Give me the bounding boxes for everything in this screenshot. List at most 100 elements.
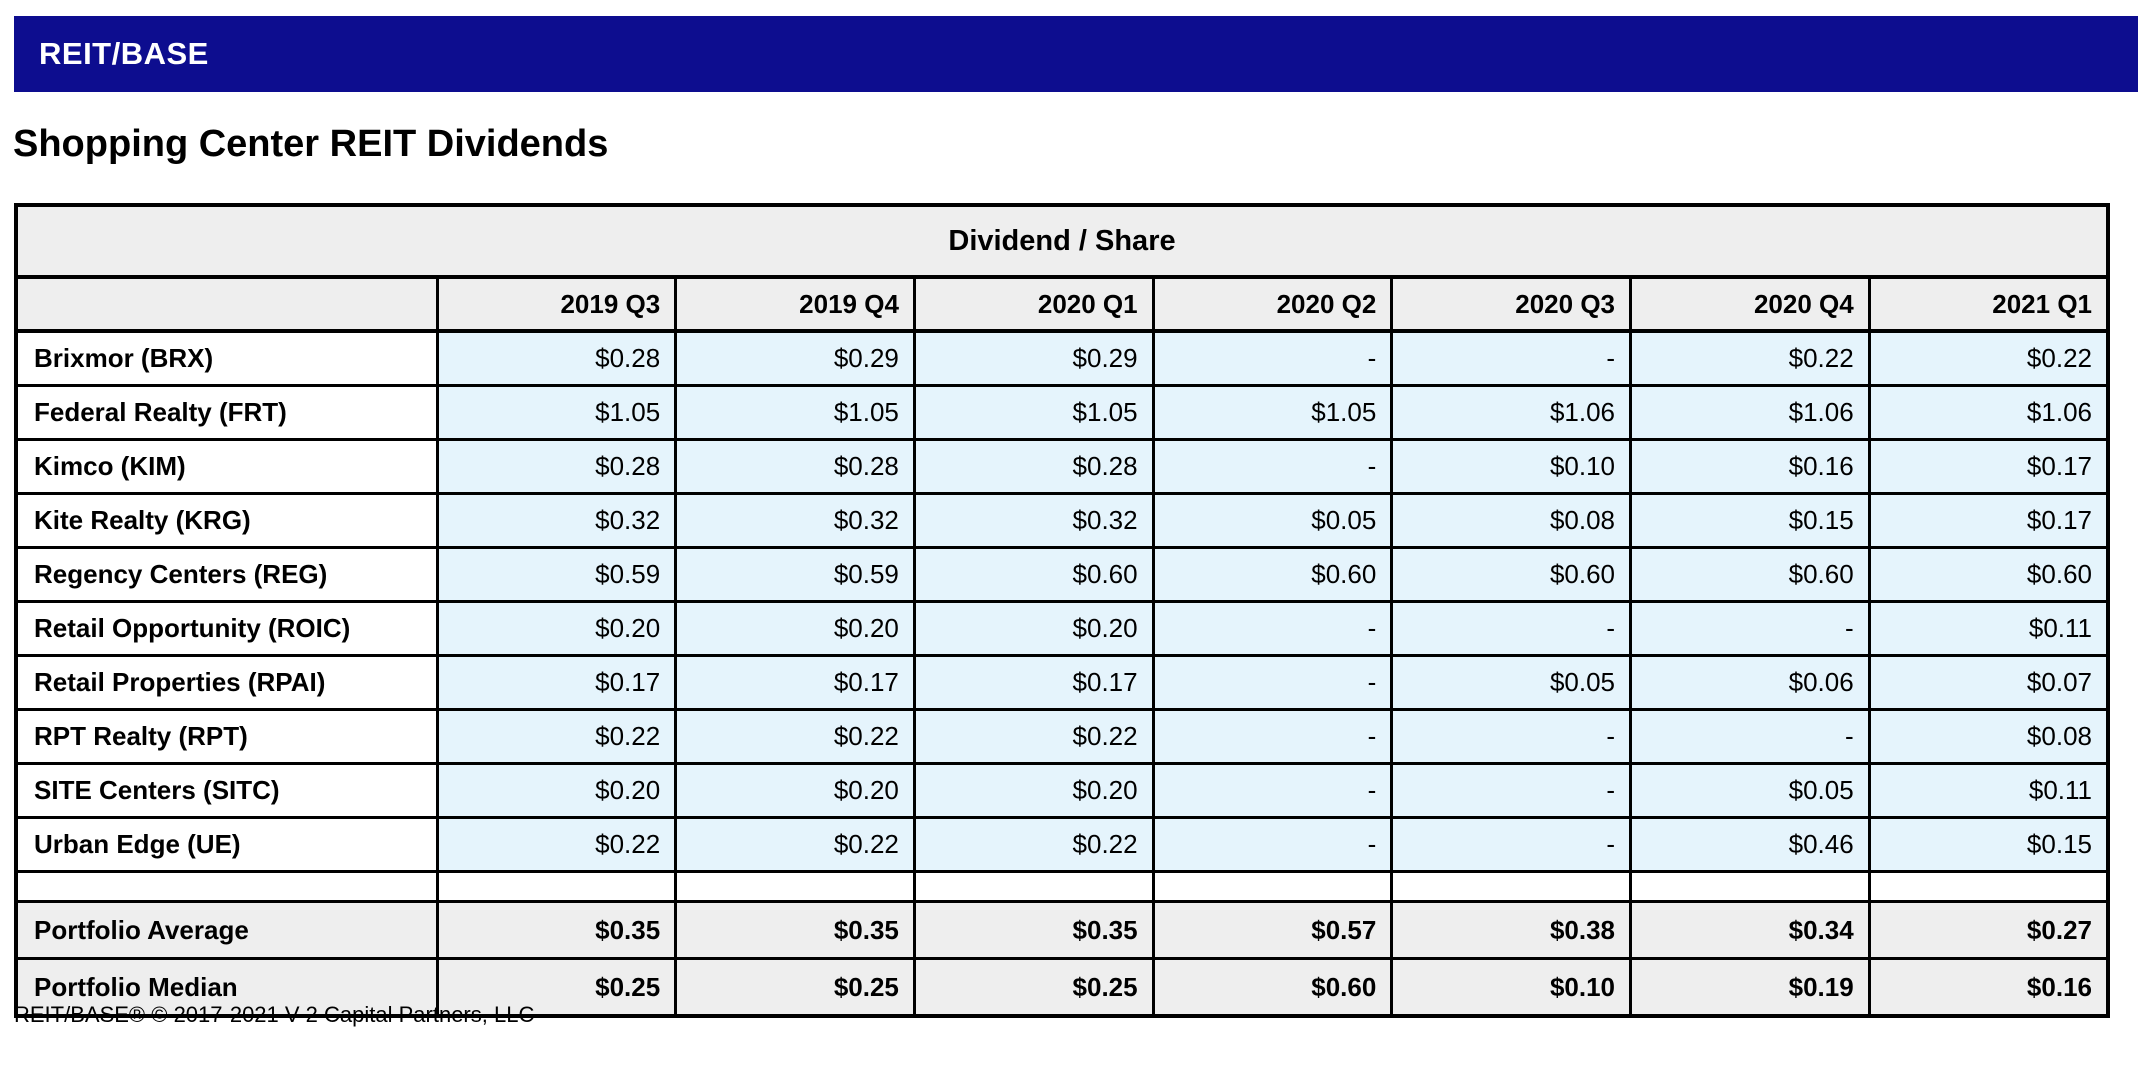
dividend-cell: $0.22	[912, 708, 1155, 765]
row-label: Retail Properties (RPAI)	[14, 654, 439, 711]
dividend-cell: $0.22	[674, 816, 916, 873]
dividend-cell: $0.34	[1629, 900, 1871, 960]
dividend-cell: -	[1390, 762, 1633, 819]
dividend-cell: $0.20	[912, 762, 1155, 819]
column-header-2020-q4: 2020 Q4	[1629, 275, 1871, 333]
column-header-2020-q1: 2020 Q1	[912, 275, 1155, 333]
row-label: Brixmor (BRX)	[14, 329, 439, 387]
dividends-table: Dividend / Share 2019 Q3 2019 Q4 2020 Q1 20…	[14, 203, 2110, 1018]
column-header-2020-q2: 2020 Q2	[1151, 275, 1394, 333]
table-title: Dividend / Share	[14, 203, 2110, 279]
dividend-cell: $1.06	[1629, 384, 1871, 441]
app-header-bar: REIT/BASE	[14, 16, 2138, 92]
dividend-cell: $0.25	[435, 957, 678, 1018]
dividend-cell: $0.28	[674, 438, 916, 495]
dividend-cell: $0.35	[674, 900, 916, 960]
app-brand: REIT/BASE	[39, 36, 209, 71]
dividend-cell: $0.15	[1629, 492, 1871, 549]
dividend-cell: $0.20	[674, 600, 916, 657]
table-row: Brixmor (BRX) $0.28 $0.29 $0.29- - $0.22 $0.22	[14, 329, 2110, 387]
dividend-cell: $1.05	[1151, 384, 1394, 441]
dividend-cell: $0.59	[435, 546, 678, 603]
dividend-cell: $0.05	[1390, 654, 1633, 711]
dividend-cell: $0.60	[1867, 546, 2110, 603]
dividend-cell: $0.22	[435, 816, 678, 873]
dividend-cell: $0.22	[1629, 329, 1871, 387]
footer-copyright: REIT/BASE® © 2017-2021 V-2 Capital Partn…	[14, 1002, 535, 1027]
dividend-cell: $0.20	[435, 600, 678, 657]
dividend-cell: $0.07	[1867, 654, 2110, 711]
table-row: Kimco (KIM) $0.28 $0.28 $0.28- $0.10 $0.16 $0.…	[14, 438, 2110, 495]
dividend-cell: -	[1390, 816, 1633, 873]
column-header-2019-q4: 2019 Q4	[674, 275, 916, 333]
row-label: Kite Realty (KRG)	[14, 492, 439, 549]
dividend-cell: $0.15	[1867, 816, 2110, 873]
table-row: Retail Properties (RPAI) $0.17 $0.17 $0.17-…	[14, 654, 2110, 711]
dividend-cell: $0.32	[674, 492, 916, 549]
dividend-cell: $0.29	[674, 329, 916, 387]
dividend-cell: $1.06	[1867, 384, 2110, 441]
row-label: Federal Realty (FRT)	[14, 384, 439, 441]
dividend-cell: -	[1390, 600, 1633, 657]
dividend-cell: $0.08	[1867, 708, 2110, 765]
dividend-cell: $1.05	[912, 384, 1155, 441]
dividend-cell: $0.11	[1867, 600, 2110, 657]
row-label: Regency Centers (REG)	[14, 546, 439, 603]
dividend-cell: $0.32	[912, 492, 1155, 549]
table-title-row: Dividend / Share	[14, 203, 2110, 279]
dividend-cell: -	[1629, 708, 1871, 765]
summary-row: Portfolio Average $0.35 $0.35 $0.35 $0.57 $0.…	[14, 900, 2110, 960]
summary-row: Portfolio Median $0.25 $0.25 $0.25 $0.60 $0.1…	[14, 957, 2110, 1018]
dividend-cell: $0.06	[1629, 654, 1871, 711]
page-title: Shopping Center REIT Dividends	[13, 123, 609, 165]
dividend-cell: $0.60	[1151, 957, 1394, 1018]
dividend-cell: -	[1629, 600, 1871, 657]
dividend-cell: $0.46	[1629, 816, 1871, 873]
dividend-cell: $0.60	[1629, 546, 1871, 603]
dividend-cell: $0.17	[435, 654, 678, 711]
dividend-cell: $0.22	[435, 708, 678, 765]
dividend-cell: -	[1390, 708, 1633, 765]
dividend-cell: -	[1151, 708, 1394, 765]
corner-header-cell	[14, 275, 439, 333]
dividend-cell: $0.22	[1867, 329, 2110, 387]
dividend-cell: $0.20	[435, 762, 678, 819]
spacer-row	[14, 870, 2110, 903]
spacer-cell	[674, 870, 916, 903]
dividend-cell: $1.05	[435, 384, 678, 441]
dividend-cell: $0.19	[1629, 957, 1871, 1018]
dividend-cell: $0.28	[435, 329, 678, 387]
spacer-cell	[435, 870, 678, 903]
dividend-cell: $0.28	[912, 438, 1155, 495]
dividend-cell: $0.28	[435, 438, 678, 495]
row-label: Portfolio Median	[14, 957, 439, 1018]
column-header-2019-q3: 2019 Q3	[435, 275, 678, 333]
dividend-cell: $0.25	[674, 957, 916, 1018]
dividend-cell: $0.25	[912, 957, 1155, 1018]
dividend-cell: $0.17	[912, 654, 1155, 711]
dividend-cell: $0.10	[1390, 957, 1633, 1018]
dividend-cell: -	[1151, 816, 1394, 873]
dividend-cell: -	[1151, 329, 1394, 387]
dividend-cell: $0.59	[674, 546, 916, 603]
dividend-cell: -	[1151, 438, 1394, 495]
table-row: RPT Realty (RPT) $0.22 $0.22 $0.22- - - $0.08	[14, 708, 2110, 765]
column-header-row: 2019 Q3 2019 Q4 2020 Q1 2020 Q2 2020 Q3 2020 …	[14, 275, 2110, 333]
dividend-cell: $0.29	[912, 329, 1155, 387]
dividend-cell: $0.08	[1390, 492, 1633, 549]
dividend-cell: $0.38	[1390, 900, 1633, 960]
row-label: Urban Edge (UE)	[14, 816, 439, 873]
column-header-2020-q3: 2020 Q3	[1390, 275, 1633, 333]
dividend-cell: $0.17	[1867, 492, 2110, 549]
spacer-cell	[14, 870, 439, 903]
dividend-cell: $0.10	[1390, 438, 1633, 495]
table-row: Retail Opportunity (ROIC) $0.20 $0.20 $0.20…	[14, 600, 2110, 657]
spacer-cell	[1867, 870, 2110, 903]
row-label: SITE Centers (SITC)	[14, 762, 439, 819]
dividend-cell: $0.57	[1151, 900, 1394, 960]
dividend-cell: $0.22	[674, 708, 916, 765]
row-label: Portfolio Average	[14, 900, 439, 960]
dividend-cell: $0.17	[1867, 438, 2110, 495]
spacer-cell	[1390, 870, 1633, 903]
dividend-cell: $0.05	[1629, 762, 1871, 819]
